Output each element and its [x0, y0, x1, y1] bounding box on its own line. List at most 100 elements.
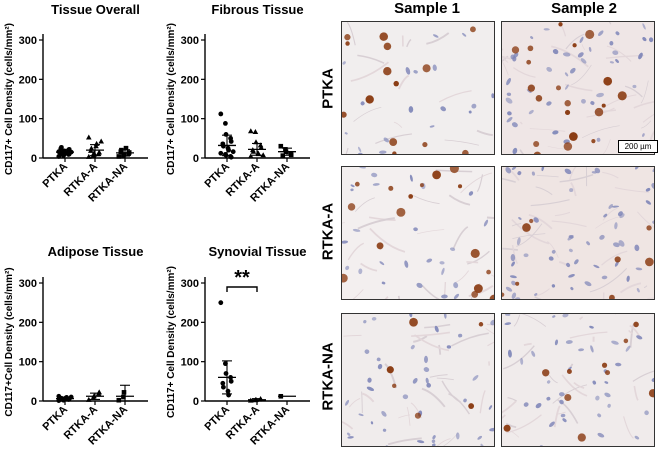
- nucleus: [548, 256, 554, 261]
- collagen-fiber: [485, 328, 494, 335]
- nucleus: [350, 188, 354, 192]
- nucleus: [523, 402, 529, 407]
- collagen-fiber: [342, 420, 354, 430]
- collagen-fiber: [557, 399, 579, 424]
- data-point: [56, 393, 62, 399]
- cd117-positive-cell: [489, 294, 494, 299]
- nucleus: [412, 377, 418, 384]
- collagen-fiber: [353, 106, 382, 122]
- data-point: [96, 149, 102, 155]
- cd117-positive-cell: [563, 142, 573, 151]
- collagen-fiber: [393, 121, 403, 128]
- nucleus: [595, 395, 600, 401]
- y-axis-label: CD117+ Cell Density (cells/mm²): [4, 23, 15, 175]
- y-tick-label: 300: [181, 35, 199, 47]
- data-point: [116, 397, 122, 403]
- nucleus: [488, 405, 493, 410]
- tissue-background: [342, 22, 494, 154]
- collagen-fiber: [519, 149, 525, 154]
- nucleus: [603, 213, 608, 218]
- nucleus: [506, 117, 513, 123]
- y-axis-label: CD117+Cell Density (cells/mm²): [4, 267, 15, 416]
- collagen-fiber: [614, 187, 650, 193]
- cd117-positive-cell: [555, 85, 562, 91]
- nucleus: [383, 137, 390, 143]
- collagen-fiber: [479, 390, 486, 414]
- nucleus: [416, 440, 425, 444]
- collagen-fiber: [345, 147, 349, 154]
- nucleus: [589, 325, 594, 329]
- nucleus: [651, 183, 654, 190]
- nucleus: [342, 61, 346, 65]
- cd117-positive-cell: [422, 64, 431, 73]
- nucleus: [638, 52, 643, 60]
- nucleus: [505, 167, 512, 174]
- nucleus: [614, 222, 618, 230]
- collagen-fiber: [369, 227, 406, 253]
- cd117-positive-cell: [388, 185, 394, 191]
- cd117-positive-cell: [568, 132, 578, 141]
- data-point: [228, 139, 234, 144]
- cd117-positive-cell: [617, 91, 627, 101]
- nucleus: [344, 132, 348, 135]
- tissue-texture: [342, 167, 494, 299]
- nucleus: [546, 66, 553, 72]
- nucleus: [599, 234, 605, 240]
- column-header-sample-2: Sample 2: [551, 0, 617, 17]
- collagen-fiber: [502, 48, 504, 51]
- chart-1: Fibrous Tissue CD117+ Cell Density (cells…: [166, 2, 310, 205]
- collagen-fiber: [502, 55, 512, 61]
- data-point: [121, 390, 127, 395]
- collagen-fiber: [436, 377, 454, 381]
- data-point: [223, 132, 229, 137]
- collagen-fiber: [579, 316, 584, 321]
- nucleus: [360, 101, 365, 106]
- collagen-fiber: [548, 375, 558, 384]
- collagen-fiber: [534, 296, 542, 299]
- collagen-fiber: [443, 433, 459, 446]
- collagen-fiber: [502, 57, 509, 63]
- data-point: [283, 147, 288, 152]
- nucleus: [517, 171, 522, 176]
- collagen-fiber: [466, 261, 479, 264]
- collagen-fiber: [460, 172, 492, 194]
- collagen-fiber: [342, 222, 345, 224]
- cd117-positive-cell: [527, 45, 534, 52]
- y-tick-label: 300: [19, 278, 37, 290]
- nucleus: [586, 241, 590, 246]
- collagen-fiber: [565, 33, 585, 50]
- collagen-fiber: [491, 274, 494, 277]
- collagen-fiber: [553, 405, 561, 428]
- nucleus: [439, 261, 445, 265]
- nucleus: [543, 28, 550, 31]
- collagen-fiber: [438, 90, 472, 103]
- scale-bar: 200 µm: [618, 140, 658, 153]
- data-point: [59, 144, 64, 150]
- collagen-fiber: [346, 22, 356, 46]
- data-point: [278, 143, 284, 149]
- nucleus: [607, 403, 611, 408]
- nucleus: [379, 150, 387, 154]
- collagen-fiber: [503, 345, 535, 370]
- nucleus: [590, 345, 594, 353]
- collagen-fiber: [426, 32, 450, 45]
- nucleus: [652, 167, 654, 173]
- nucleus: [652, 220, 654, 225]
- cd117-positive-cell: [449, 167, 459, 174]
- nucleus: [635, 267, 643, 271]
- cd117-positive-cell: [462, 149, 469, 154]
- cd117-positive-cell: [515, 281, 520, 286]
- collagen-fiber: [502, 177, 516, 183]
- nucleus: [366, 386, 375, 392]
- nucleus: [347, 436, 354, 439]
- collagen-fiber: [547, 241, 559, 258]
- collagen-fiber: [602, 207, 618, 221]
- nucleus: [636, 288, 640, 293]
- nucleus: [453, 293, 460, 299]
- collagen-fiber: [623, 416, 634, 439]
- cd117-positive-cell: [392, 151, 397, 154]
- nucleus: [594, 167, 601, 174]
- nucleus: [612, 50, 619, 56]
- data-point: [223, 371, 229, 376]
- nucleus: [443, 314, 447, 319]
